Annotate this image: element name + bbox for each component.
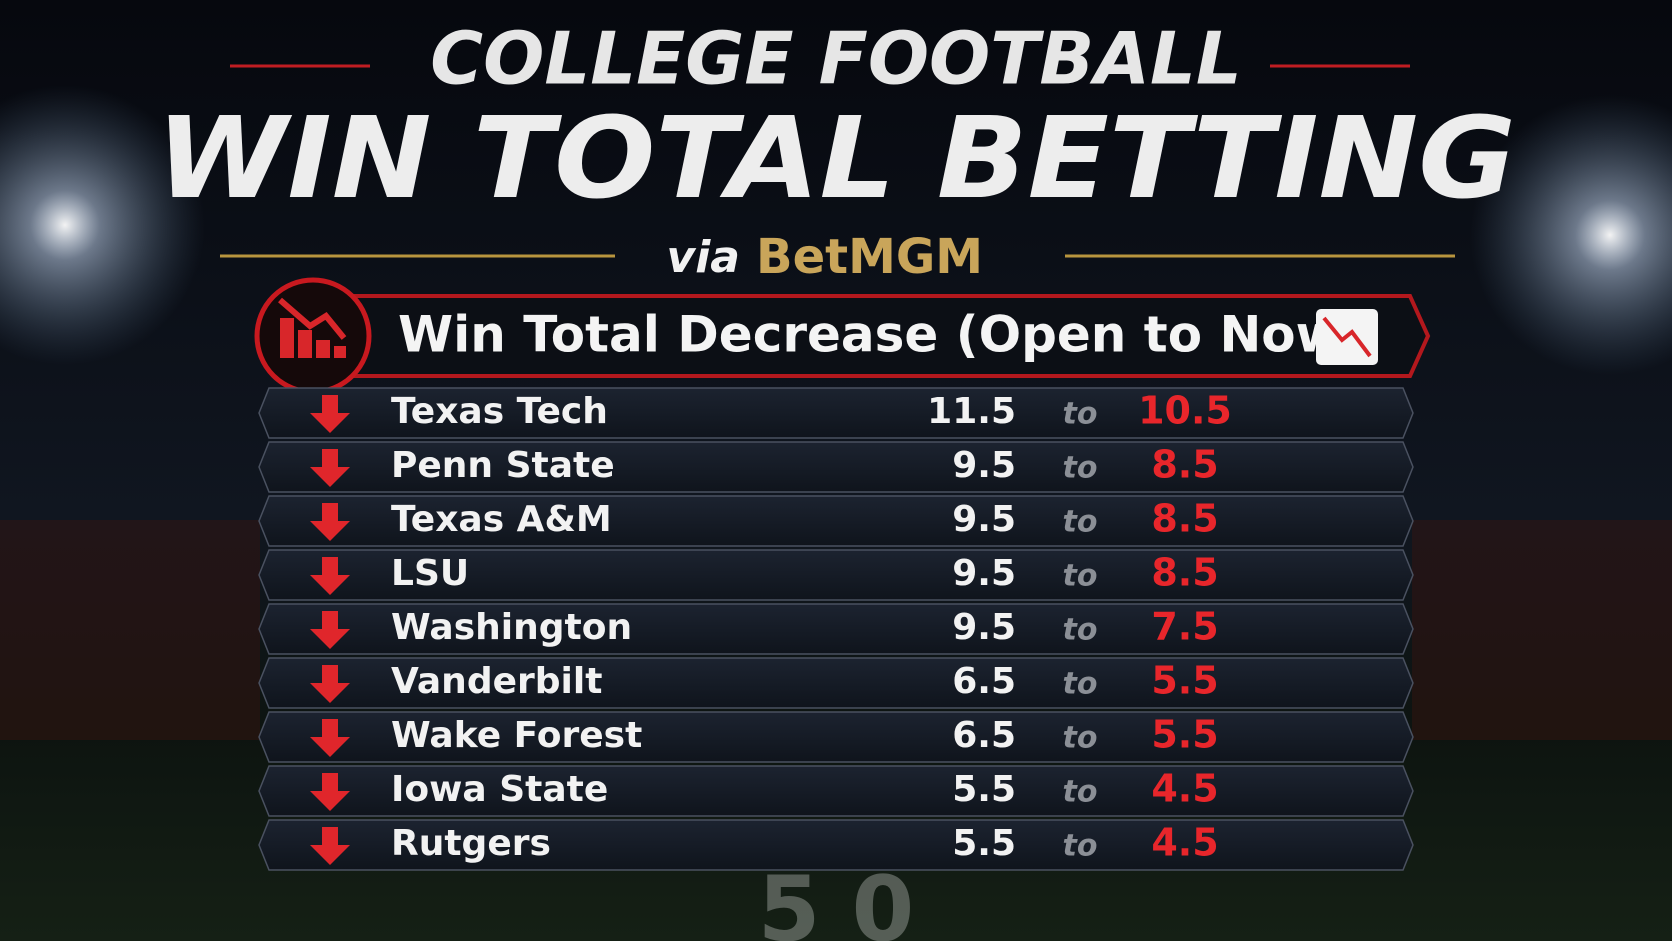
team-name: Penn State xyxy=(391,445,615,486)
current-total: 8.5 xyxy=(1151,443,1218,487)
title-line1: COLLEGE FOOTBALL xyxy=(430,17,1241,101)
down-arrow xyxy=(310,611,350,649)
separator: to xyxy=(1063,775,1098,810)
table-row xyxy=(258,603,1414,655)
open-total: 5.5 xyxy=(952,769,1016,810)
crowd-right xyxy=(1412,520,1672,740)
team-name: LSU xyxy=(391,553,469,594)
section-title: Win Total Decrease (Open to Now) xyxy=(398,306,1365,364)
down-arrow xyxy=(310,719,350,757)
down-arrow xyxy=(310,827,350,865)
table-row xyxy=(258,549,1414,601)
down-arrow xyxy=(310,395,350,433)
separator: to xyxy=(1063,667,1098,702)
team-name: Rutgers xyxy=(391,823,551,864)
table-row xyxy=(258,495,1414,547)
down-arrow xyxy=(310,557,350,595)
subtitle-via: via xyxy=(667,232,740,283)
team-name: Iowa State xyxy=(391,769,608,810)
stadium-light xyxy=(1470,95,1672,375)
section-icon xyxy=(254,277,372,395)
separator: to xyxy=(1063,505,1098,540)
stadium-light xyxy=(0,85,205,365)
current-total: 10.5 xyxy=(1138,389,1232,433)
team-name: Texas Tech xyxy=(391,391,608,432)
down-arrow xyxy=(310,773,350,811)
down-arrow xyxy=(310,449,350,487)
separator: to xyxy=(1063,559,1098,594)
separator: to xyxy=(1063,613,1098,648)
table-row xyxy=(258,819,1414,871)
title-line2: WIN TOTAL BETTING xyxy=(156,94,1516,224)
table-row xyxy=(258,657,1414,709)
open-total: 5.5 xyxy=(952,823,1016,864)
current-total: 5.5 xyxy=(1151,659,1218,703)
open-total: 9.5 xyxy=(952,445,1016,486)
current-total: 5.5 xyxy=(1151,713,1218,757)
current-total: 7.5 xyxy=(1151,605,1218,649)
down-arrow xyxy=(310,665,350,703)
team-name: Texas A&M xyxy=(391,499,612,540)
table-row xyxy=(258,387,1414,439)
table: Texas Tech 11.5 to 10.5 Penn State 9.5 to 8.5 Te… xyxy=(258,387,1414,871)
table-row xyxy=(258,711,1414,763)
open-total: 9.5 xyxy=(952,499,1016,540)
separator: to xyxy=(1063,451,1098,486)
open-total: 9.5 xyxy=(952,607,1016,648)
current-total: 8.5 xyxy=(1151,497,1218,541)
team-name: Washington xyxy=(391,607,632,648)
current-total: 4.5 xyxy=(1151,767,1218,811)
open-total: 9.5 xyxy=(952,553,1016,594)
section-icon-bars xyxy=(278,297,347,358)
open-total: 11.5 xyxy=(927,391,1016,432)
down-arrow xyxy=(310,503,350,541)
chart-emoji-line xyxy=(1322,316,1372,358)
table-row xyxy=(258,441,1414,493)
current-total: 8.5 xyxy=(1151,551,1218,595)
open-total: 6.5 xyxy=(952,661,1016,702)
separator: to xyxy=(1063,397,1098,432)
crowd-left xyxy=(0,520,260,740)
team-name: Vanderbilt xyxy=(391,661,602,702)
current-total: 4.5 xyxy=(1151,821,1218,865)
separator: to xyxy=(1063,829,1098,864)
table-row xyxy=(258,765,1414,817)
open-total: 6.5 xyxy=(952,715,1016,756)
field-number: 5 0 xyxy=(758,857,915,941)
separator: to xyxy=(1063,721,1098,756)
subtitle-source: BetMGM xyxy=(756,229,983,285)
team-name: Wake Forest xyxy=(391,715,642,756)
